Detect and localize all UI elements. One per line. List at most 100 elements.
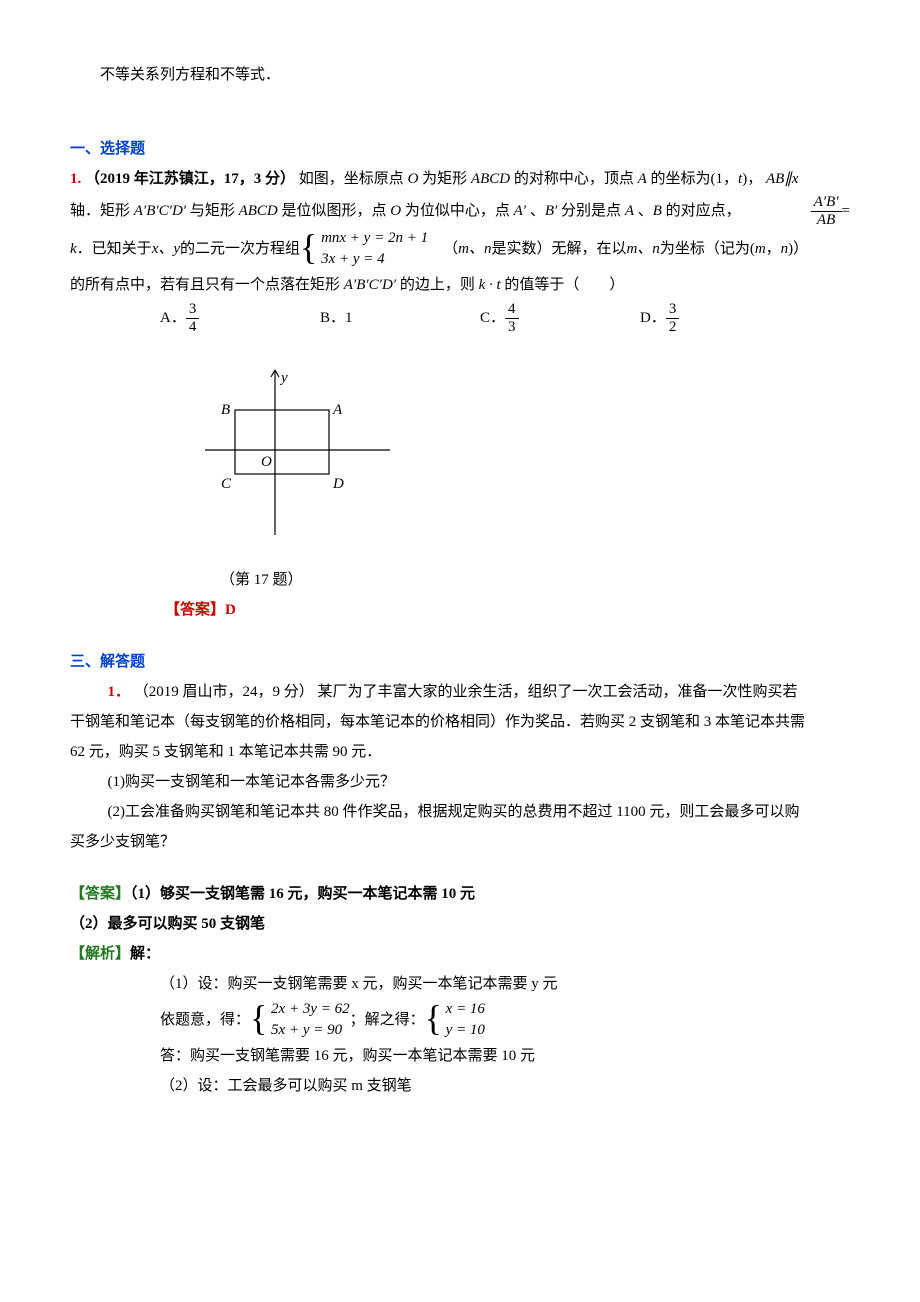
- svg-text:A: A: [332, 402, 343, 418]
- q2-p1a: 某厂为了丰富大家的业余生活，组织了一次工会活动，准备一次性购买若: [318, 684, 798, 700]
- choice-C-lab: C．: [480, 300, 505, 336]
- answer-value: D: [225, 602, 236, 618]
- q1-kt: k · t: [479, 277, 501, 293]
- q2-sub1: (1)购买一支钢笔和一本笔记本各需多少元？: [70, 767, 850, 797]
- choice-B: B． 1: [320, 300, 480, 336]
- q2-sysB-r1: x = 16: [446, 999, 485, 1020]
- q1-t3d: 是实数）无解，在以: [491, 234, 626, 264]
- q1-sys-r2: 3x + y = 4: [321, 249, 428, 270]
- q1-mn: m、n: [458, 234, 491, 264]
- sol-word: 解：: [130, 946, 160, 962]
- q1-ApBpCpDp2: A′B′C′D′: [344, 277, 396, 293]
- sol-label: 【解析】: [70, 946, 130, 962]
- q2-sysA-r1: 2x + 3y = 62: [271, 999, 350, 1020]
- choice-A: A． 34: [160, 300, 320, 336]
- q1-figure: yxOABCD: [190, 340, 850, 561]
- choice-A-lab: A．: [160, 300, 186, 336]
- q1-t1c: 的对称中心，顶点: [514, 171, 638, 187]
- q1-line2: 轴．矩形 A′B′C′D′ 与矩形 ABCD 是位似图形，点 O 为位似中心，点…: [70, 194, 850, 228]
- q1-t2g: 、: [638, 203, 653, 219]
- q1-sys-r1: mnx + y = 2n + 1: [321, 228, 428, 249]
- choice-C-num: 4: [505, 301, 519, 319]
- q1-t2d: 为位似中心，点: [405, 203, 514, 219]
- q2-num: 1．: [108, 684, 131, 700]
- brace-icon: {: [250, 1000, 267, 1036]
- q1-frac: A′B′ AB: [811, 194, 842, 228]
- q1-ApBpCpDp: A′B′C′D′: [134, 203, 186, 219]
- answer-label: 【答案】: [165, 602, 225, 618]
- q1-t4a: 的所有点中，若有且只有一个点落在矩形: [70, 277, 344, 293]
- choice-A-num: 3: [186, 301, 200, 319]
- ans-label: 【答案】: [70, 886, 130, 902]
- choice-B-val: 1: [345, 300, 353, 336]
- q1-mn2: m、n: [626, 234, 659, 264]
- q1-Bp: B′: [545, 203, 557, 219]
- q1-t2b: 与矩形: [190, 203, 239, 219]
- q2-sysB-r2: y = 10: [446, 1020, 485, 1041]
- q2-ans1: 【答案】（1）够买一支钢笔需 16 元，购买一本笔记本需 10 元: [70, 879, 850, 909]
- svg-text:B: B: [221, 402, 230, 418]
- q2-ans2: （2）最多可以购买 50 支钢笔: [70, 909, 850, 939]
- choice-D-num: 3: [666, 301, 680, 319]
- q2-sysB: { x = 16 y = 10: [425, 999, 485, 1041]
- choice-D-lab: D．: [640, 300, 666, 336]
- q1-O2: O: [390, 203, 401, 219]
- q2-solution-head: 【解析】解：: [70, 939, 850, 969]
- q1-line1: 1. （2019 年江苏镇江，17，3 分） 如图，坐标原点 O 为矩形 ABC…: [70, 164, 850, 194]
- choice-C: C． 43: [480, 300, 640, 336]
- q1-m: m: [755, 234, 766, 264]
- q2-p1b: 干钢笔和笔记本（每支钢笔的价格相同，每本笔记本的价格相同）作为奖品．若购买 2 …: [70, 707, 850, 737]
- choice-A-den: 4: [186, 319, 200, 336]
- q1-O: O: [408, 171, 419, 187]
- q1-t2c: 是位似图形，点: [282, 203, 391, 219]
- q1-source: 2019 年江苏镇江，17，3 分: [100, 171, 280, 187]
- sec1-label: 一、选择题: [70, 141, 145, 157]
- q1-system: { mnx + y = 2n + 1 3x + y = 4: [300, 228, 428, 270]
- svg-text:O: O: [261, 454, 272, 470]
- q1-t1e: )，: [742, 171, 762, 187]
- q1-t2e: 、: [530, 203, 545, 219]
- choice-D-den: 2: [666, 319, 680, 336]
- q1-ABCD2: ABCD: [239, 203, 278, 219]
- q1-n: n: [781, 234, 789, 264]
- q1-ABCD: ABCD: [471, 171, 510, 187]
- q1-line3: k ．已知关于 x、y 的二元一次方程组 { mnx + y = 2n + 1 …: [70, 228, 850, 270]
- svg-text:y: y: [279, 370, 288, 386]
- q2-sub2b: 买多少支钢笔？: [70, 827, 850, 857]
- svg-text:C: C: [221, 476, 232, 492]
- q2-s4: （2）设：工会最多可以购买 m 支钢笔: [70, 1071, 850, 1101]
- q1-frac-den: AB: [811, 212, 842, 229]
- q1-t1d: 的坐标为(1，: [651, 171, 739, 187]
- q1-t3b: 的二元一次方程组: [180, 234, 300, 264]
- svg-text:D: D: [332, 476, 344, 492]
- section3-heading: 三、解答题: [70, 647, 850, 677]
- q1-eq: =: [842, 196, 850, 226]
- q1-line4: 的所有点中，若有且只有一个点落在矩形 A′B′C′D′ 的边上，则 k · t …: [70, 270, 850, 300]
- q2-s3: 答：购买一支钢笔需要 16 元，购买一本笔记本需要 10 元: [70, 1041, 850, 1071]
- q1-xy: x、y: [152, 234, 180, 264]
- q1-frac-num: A′B′: [811, 194, 842, 212]
- q2-s2: 依题意，得： { 2x + 3y = 62 5x + y = 90 ；解之得： …: [70, 999, 850, 1041]
- choice-B-lab: B．: [320, 300, 345, 336]
- q1-num: 1.: [70, 171, 81, 187]
- q2-sub2: (2)工会准备购买钢笔和笔记本共 80 件作奖品，根据规定购买的总费用不超过 1…: [70, 797, 850, 827]
- choice-C-den: 3: [505, 319, 519, 336]
- figure-caption: （第 17 题）: [220, 565, 850, 595]
- q1-t2a: 轴．矩形: [70, 203, 134, 219]
- q1-t1a: 如图，坐标原点: [299, 171, 408, 187]
- q1-t2h: 的对应点，: [666, 203, 741, 219]
- q1-t3e: 为坐标（记为(: [660, 234, 755, 264]
- q1-Ap: A′: [514, 203, 526, 219]
- section1-heading: 一、选择题: [70, 134, 850, 164]
- coord-diagram: yxOABCD: [190, 340, 390, 550]
- q1-t1b: 为矩形: [422, 171, 471, 187]
- q1-t3f: ，: [766, 234, 781, 264]
- q1-src-close: ）: [280, 171, 295, 187]
- brace-icon: {: [425, 1000, 442, 1036]
- ans1-text: （1）够买一支钢笔需 16 元，购买一本笔记本需 10 元: [130, 886, 475, 902]
- q1-choices: A． 34 B． 1 C． 43 D． 32: [70, 300, 850, 336]
- q1-t3c: （: [443, 234, 458, 264]
- q1-t4b: 的边上，则: [400, 277, 479, 293]
- q2-p1c: 62 元，购买 5 支钢笔和 1 本笔记本共需 90 元．: [70, 737, 850, 767]
- q1-t3g: )）: [788, 234, 808, 264]
